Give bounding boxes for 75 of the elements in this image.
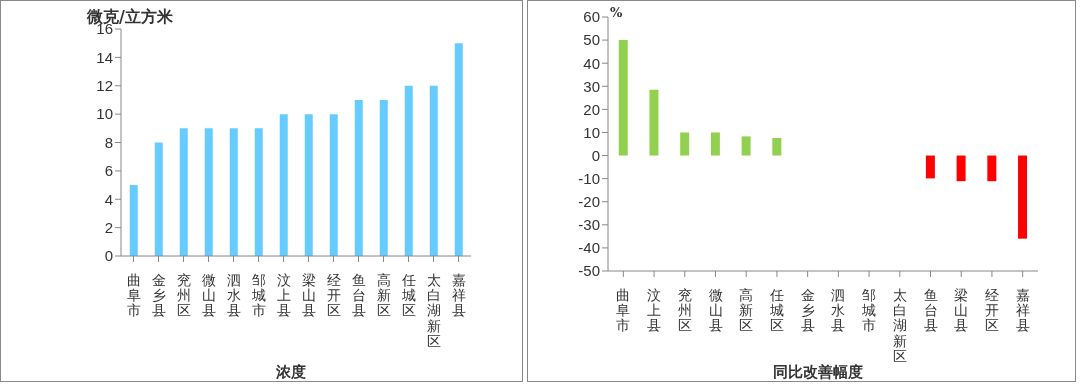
y-tick-label: 12: [96, 77, 113, 95]
bar: [1018, 155, 1028, 239]
y-tick-label: 4: [104, 190, 113, 208]
bar: [179, 128, 188, 256]
x-tick-label: 高新区: [376, 271, 391, 319]
x-tick-label: 梁山县: [954, 286, 969, 334]
bar: [379, 99, 388, 256]
x-tick-label: 太白湖新区: [892, 286, 907, 365]
y-tick-label: 50: [583, 31, 600, 49]
bar: [454, 43, 463, 256]
y-tick-label: -10: [578, 169, 600, 187]
x-tick-label: 曲阜市: [616, 286, 631, 334]
x-tick-label: 嘉祥县: [1015, 286, 1030, 334]
x-tick-label: 微山县: [708, 286, 723, 334]
y-tick-label: 40: [583, 54, 600, 72]
bar: [741, 136, 751, 156]
x-tick-label: 高新区: [739, 286, 754, 334]
x-tick-label: 曲阜市: [126, 271, 141, 319]
bar: [680, 132, 690, 156]
bar: [618, 40, 628, 156]
x-tick-label: 嘉祥县: [451, 271, 466, 319]
bar: [956, 155, 966, 182]
x-tick-label: 经开区: [984, 286, 999, 334]
bar: [772, 138, 782, 156]
x-tick-label: 微山县: [201, 271, 216, 319]
y-tick-label: -40: [578, 239, 600, 257]
x-tick-label: 任城区: [400, 271, 416, 319]
y-tick-label: 6: [104, 162, 113, 180]
y-tick-label: 0: [591, 146, 600, 164]
y-tick-label: 60: [583, 8, 600, 26]
bar: [649, 89, 659, 156]
x-tick-label: 汶上县: [276, 271, 291, 319]
bar: [304, 114, 313, 256]
bar: [254, 128, 263, 256]
y-tick-label: 0: [104, 247, 113, 265]
x-tick-label: 泗水县: [831, 286, 846, 334]
y-axis-title: %: [610, 5, 623, 20]
bar: [229, 128, 238, 256]
x-tick-label: 兖州区: [176, 271, 191, 319]
x-tick-label: 太白湖新区: [426, 271, 441, 350]
x-tick-label: 金乡县: [800, 286, 815, 334]
x-tick-label: 经开区: [326, 271, 341, 319]
bar: [925, 155, 935, 179]
x-tick-label: 任城区: [768, 286, 784, 334]
bar: [987, 155, 997, 182]
x-tick-label: 金乡县: [151, 271, 166, 319]
x-tick-label: 兖州区: [677, 286, 692, 334]
x-tick-label: 邹城市: [861, 286, 877, 334]
bar: [354, 99, 363, 256]
bar: [404, 85, 413, 256]
y-tick-label: -30: [578, 216, 600, 234]
x-tick-label: 泗水县: [226, 271, 241, 319]
bar: [429, 85, 438, 256]
x-tick-label: 鱼台县: [351, 271, 366, 319]
y-tick-label: 8: [104, 133, 113, 151]
y-tick-label: 10: [96, 105, 113, 123]
bar: [279, 114, 288, 256]
y-tick-label: 10: [583, 123, 600, 141]
y-tick-label: 2: [104, 218, 113, 236]
x-tick-label: 邹城市: [250, 271, 266, 319]
bar: [154, 142, 163, 256]
y-tick-label: 30: [583, 77, 600, 95]
y-tick-label: 20: [583, 100, 600, 118]
x-axis-title: 浓度: [275, 363, 307, 382]
bar: [710, 132, 720, 156]
bar: [204, 128, 213, 256]
bar: [129, 185, 138, 256]
y-tick-label: 14: [96, 48, 113, 66]
x-tick-label: 鱼台县: [923, 286, 938, 334]
y-tick-label: -50: [578, 262, 600, 280]
x-tick-label: 梁山县: [301, 271, 316, 319]
bar: [329, 114, 338, 256]
x-tick-label: 汶上县: [647, 286, 662, 334]
x-axis-title: 同比改善幅度: [772, 363, 864, 382]
y-tick-label: -20: [578, 193, 600, 211]
